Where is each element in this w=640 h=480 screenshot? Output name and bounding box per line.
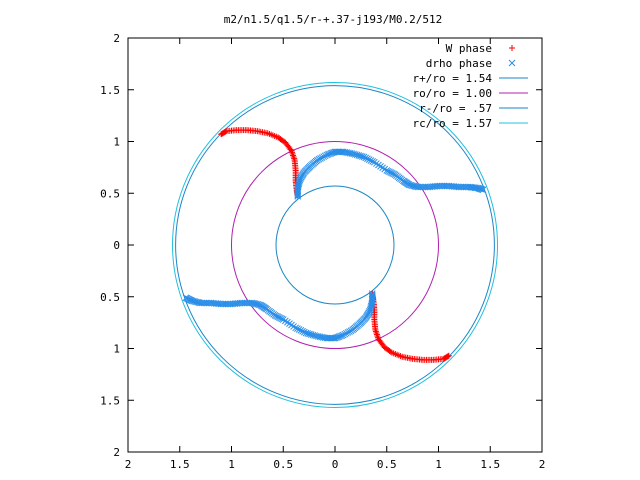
legend: W phase drho phase r+/ro = 1.54 ro/ro = 1.0… [413,42,528,130]
y-tick-label: 0 [113,239,120,252]
data-point [222,128,229,135]
data-point [304,330,312,337]
y-tick-label: 1 [113,136,120,149]
y-tick-label: 0.5 [100,187,120,200]
data-point [369,157,376,165]
data-point [300,328,308,336]
data-point [360,153,368,161]
series-drho-phase [182,148,487,342]
x-tick-label: 1 [435,458,442,471]
data-point [290,154,297,161]
y-tick-label: 1 [113,343,120,356]
x-tick-label: 1.5 [480,458,500,471]
data-point [373,329,380,336]
x-tick-label: 0 [332,458,339,471]
x-tick-label: 2 [125,458,132,471]
data-point [364,155,371,163]
data-point [372,328,379,335]
data-point [297,327,305,334]
x-tick-label: 0.5 [377,458,397,471]
legend-label: ro/ro = 1.00 [413,87,492,100]
y-tick-label: 0.5 [100,291,120,304]
data-point [290,152,297,159]
data-point [302,329,310,337]
reference-circles [172,82,498,408]
x-tick-label: 1.5 [170,458,190,471]
y-tick-label: 1.5 [100,84,120,97]
plot-frame [127,37,543,453]
data-point [294,325,301,333]
legend-label: drho phase [426,57,492,70]
data-point [441,355,448,362]
data-point [509,45,515,51]
data-point [358,153,366,160]
reference-circle [275,185,395,305]
data-point [295,326,303,333]
x-tick-label: 0.5 [273,458,293,471]
data-point [299,327,306,335]
chart-title: m2/n1.5/q1.5/r-+.37-j193/M0.2/512 [224,13,443,26]
data-points [182,127,487,363]
legend-label: r+/ro = 1.54 [413,72,493,85]
data-point [182,294,190,302]
axis-ticks: 2 1.5 1 0.5 0 0.5 1 1.5 221.510.500.511.52 [100,32,545,471]
y-tick-label: 1.5 [100,394,120,407]
reference-circle [175,85,495,405]
data-point [365,156,373,163]
data-point [373,331,380,338]
legend-label: rc/ro = 1.57 [413,117,492,130]
x-tick-label: 1 [228,458,235,471]
data-point [479,186,487,194]
data-point [291,155,298,162]
y-tick-label: 2 [113,32,120,45]
y-tick-label: 2 [113,446,120,459]
data-point [367,157,375,164]
x-tick-label: 2 [539,458,546,471]
data-point [362,154,370,162]
reference-circle [172,82,498,408]
data-point [508,59,516,67]
data-point [190,297,197,305]
legend-label: r-/ro = .57 [419,102,492,115]
legend-label: W phase [446,42,492,55]
reference-circle [231,141,439,349]
series-W-phase [218,127,452,363]
